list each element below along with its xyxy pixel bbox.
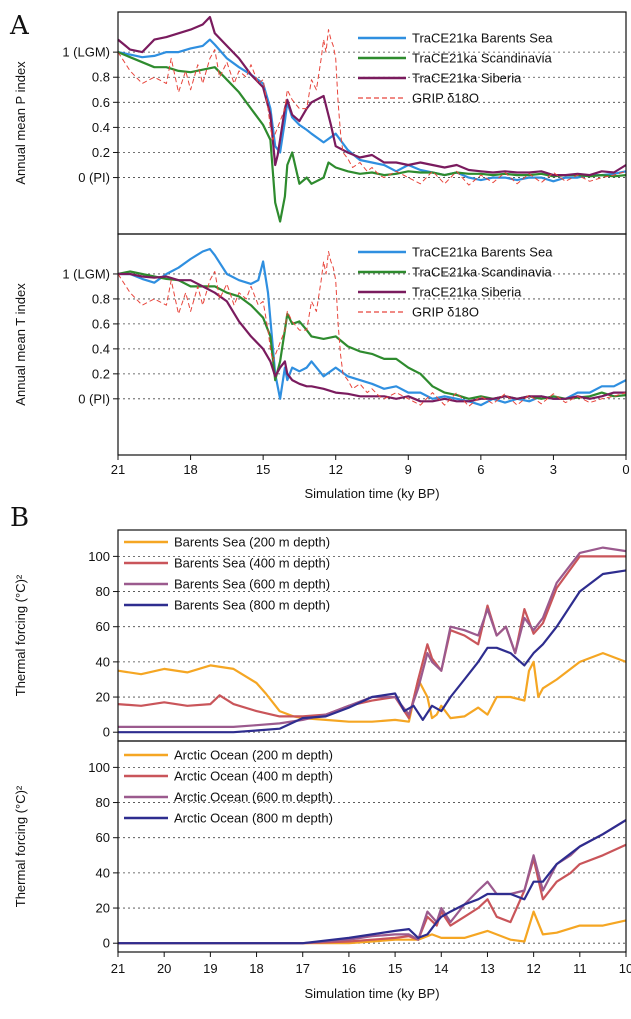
legend-label: Arctic Ocean (800 m depth) bbox=[174, 811, 333, 826]
plot-frame bbox=[117, 740, 627, 953]
panel-label-a: A bbox=[9, 11, 30, 41]
series-line-1 bbox=[117, 651, 627, 723]
legend-label: Barents Sea (600 m depth) bbox=[174, 577, 330, 592]
y-tick-label: 1 (LGM) bbox=[62, 45, 110, 60]
y-tick-label: 80 bbox=[96, 584, 110, 599]
x-tick-label: 18 bbox=[249, 961, 263, 976]
series-line-1 bbox=[117, 38, 627, 183]
x-tick-label: 21 bbox=[111, 462, 125, 477]
series-line-4 bbox=[118, 569, 627, 734]
y-tick-label: 100 bbox=[88, 760, 110, 775]
y-tick-label: 0.6 bbox=[92, 316, 110, 331]
x-tick-label: 13 bbox=[480, 961, 494, 976]
y-tick-label: 0.8 bbox=[92, 291, 110, 306]
legend-label: Arctic Ocean (600 m depth) bbox=[174, 790, 333, 805]
y-tick-label: 0.4 bbox=[92, 120, 110, 135]
y-axis-label: Annual mean T index bbox=[13, 283, 28, 406]
legend-label: TraCE21ka Siberia bbox=[412, 285, 522, 300]
series-line-2 bbox=[117, 270, 627, 400]
y-tick-label: 40 bbox=[96, 654, 110, 669]
y-tick-label: 0.2 bbox=[92, 366, 110, 381]
legend-label: TraCE21ka Scandinavia bbox=[412, 51, 552, 66]
y-tick-label: 0.8 bbox=[92, 70, 110, 85]
x-tick-label: 18 bbox=[183, 462, 197, 477]
y-tick-label: 60 bbox=[96, 830, 110, 845]
y-tick-label: 20 bbox=[96, 901, 110, 916]
x-tick-label: 14 bbox=[434, 961, 448, 976]
series-line-2 bbox=[117, 51, 627, 223]
x-tick-label: 0 bbox=[622, 462, 629, 477]
legend-label: Barents Sea (200 m depth) bbox=[174, 535, 330, 550]
x-tick-label: 12 bbox=[526, 961, 540, 976]
x-tick-label: 21 bbox=[111, 961, 125, 976]
y-tick-label: 20 bbox=[96, 690, 110, 705]
legend: TraCE21ka Barents Sea TraCE21ka Scandinav… bbox=[358, 245, 553, 320]
legend: TraCE21ka Barents Sea TraCE21ka Scandinav… bbox=[358, 31, 553, 106]
chart-2: 1 (LGM) 0.8 0.6 0.4 0.2 0 (PI) TraCE21ka Baren… bbox=[13, 233, 630, 501]
y-tick-label: 0.4 bbox=[92, 341, 110, 356]
y-tick-label: 80 bbox=[96, 795, 110, 810]
x-tick-label: 11 bbox=[573, 961, 587, 976]
legend-label: GRIP δ18O bbox=[412, 91, 479, 106]
series-line-4 bbox=[117, 29, 627, 186]
x-tick-label: 17 bbox=[295, 961, 309, 976]
x-tick-label: 6 bbox=[477, 462, 484, 477]
x-tick-label: 10 bbox=[619, 961, 631, 976]
y-tick-label: 0.6 bbox=[92, 95, 110, 110]
y-tick-label: 40 bbox=[96, 865, 110, 880]
series-line-1 bbox=[118, 247, 627, 407]
series-line-4 bbox=[117, 251, 627, 407]
y-tick-label: 100 bbox=[88, 549, 110, 564]
y-tick-label: 0.2 bbox=[92, 145, 110, 160]
series-line-3 bbox=[118, 819, 627, 945]
legend-label: Arctic Ocean (400 m depth) bbox=[174, 769, 333, 784]
y-tick-label: 0 (PI) bbox=[78, 170, 110, 185]
y-tick-label: 0 bbox=[103, 936, 110, 951]
y-tick-label: 1 (LGM) bbox=[62, 266, 110, 281]
y-tick-label: 60 bbox=[96, 619, 110, 634]
x-tick-label: 3 bbox=[550, 462, 557, 477]
x-tick-label: 12 bbox=[328, 462, 342, 477]
x-tick-label: 16 bbox=[342, 961, 356, 976]
x-tick-label: 15 bbox=[388, 961, 402, 976]
legend-label: TraCE21ka Siberia bbox=[412, 71, 522, 86]
legend-label: Barents Sea (800 m depth) bbox=[174, 598, 330, 613]
legend: Barents Sea (200 m depth) Barents Sea (40… bbox=[124, 535, 330, 613]
x-tick-label: 9 bbox=[405, 462, 412, 477]
series-line-3 bbox=[118, 546, 627, 729]
x-tick-label: 15 bbox=[256, 462, 270, 477]
x-axis-label: Simulation time (ky BP) bbox=[304, 986, 439, 1001]
legend: Arctic Ocean (200 m depth) Arctic Ocean (… bbox=[124, 748, 333, 826]
series-line-3 bbox=[118, 272, 626, 403]
series-line-4 bbox=[118, 819, 627, 945]
legend-label: TraCE21ka Barents Sea bbox=[412, 245, 553, 260]
legend-label: GRIP δ18O bbox=[412, 305, 479, 320]
y-axis-label: Thermal forcing (°C)² bbox=[13, 574, 28, 696]
y-axis-label: Thermal forcing (°C)² bbox=[13, 785, 28, 907]
legend-label: Arctic Ocean (200 m depth) bbox=[174, 748, 333, 763]
y-tick-label: 0 (PI) bbox=[78, 391, 110, 406]
x-tick-label: 19 bbox=[203, 961, 217, 976]
x-axis-label: Simulation time (ky BP) bbox=[304, 486, 439, 501]
plot-frame bbox=[117, 233, 627, 456]
series-line-2 bbox=[118, 843, 627, 945]
chart-1: 1 (LGM) 0.8 0.6 0.4 0.2 0 (PI) TraCE21ka Baren… bbox=[13, 11, 627, 235]
legend-label: Barents Sea (400 m depth) bbox=[174, 556, 330, 571]
series-line-1 bbox=[118, 910, 627, 945]
y-axis-label: Annual mean P index bbox=[13, 61, 28, 185]
y-tick-label: 0 bbox=[103, 725, 110, 740]
x-tick-label: 20 bbox=[157, 961, 171, 976]
panel-label-b: B bbox=[10, 503, 29, 533]
legend-label: TraCE21ka Scandinavia bbox=[412, 265, 552, 280]
series-line-3 bbox=[117, 15, 627, 177]
legend-label: TraCE21ka Barents Sea bbox=[412, 31, 553, 46]
